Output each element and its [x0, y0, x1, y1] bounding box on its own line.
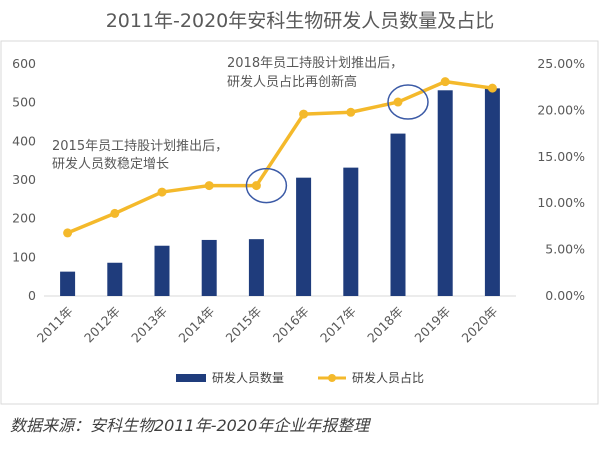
left-tick-label: 0 — [28, 288, 36, 303]
bar — [60, 271, 76, 296]
x-tick-label: 2016年 — [270, 304, 312, 346]
x-axis: 2011年 2012年 2013年 2014年 2015年 2016年 2017年 2018年… — [34, 304, 501, 346]
x-tick-label: 2012年 — [81, 304, 123, 346]
chart-frame — [0, 40, 599, 405]
bar-series — [60, 88, 500, 296]
line-point — [157, 187, 167, 197]
right-tick-label: 0.00% — [545, 288, 585, 303]
line-point — [299, 109, 309, 119]
annotation-2018-line1: 2018年员工持股计划推出后， — [227, 56, 403, 71]
annotation-2018: 2018年员工持股计划推出后， 研发人员占比再创新高 — [227, 56, 403, 90]
annotation-2018-line2: 研发人员占比再创新高 — [227, 74, 357, 90]
left-axis: 0 100 200 300 400 500 600 — [12, 56, 36, 303]
bar — [201, 239, 217, 296]
right-tick-label: 10.00% — [537, 195, 585, 210]
bar — [248, 239, 264, 296]
right-axis: 0.00% 5.00% 10.00% 15.00% 20.00% 25.00% — [537, 56, 585, 303]
line-point — [346, 107, 356, 117]
x-tick-label: 2013年 — [128, 304, 170, 346]
highlight-circle — [245, 167, 288, 204]
bar — [343, 167, 359, 296]
bar — [390, 133, 406, 296]
right-tick-label: 5.00% — [545, 242, 585, 257]
line-series — [63, 77, 497, 238]
bar — [296, 177, 312, 296]
line-point — [440, 77, 450, 87]
legend: 研发人员数量 研发人员占比 — [176, 370, 424, 385]
chart-title: 2011年-2020年安科生物研发人员数量及占比 — [106, 10, 495, 32]
bar — [107, 262, 123, 296]
line-point — [251, 181, 261, 191]
annotation-2015-line2: 研发人员数稳定增长 — [52, 156, 169, 172]
x-tick-label: 2017年 — [317, 304, 359, 346]
left-tick-label: 300 — [12, 172, 36, 187]
right-tick-label: 15.00% — [537, 149, 585, 164]
x-tick-label: 2014年 — [175, 304, 217, 346]
right-tick-label: 20.00% — [537, 102, 585, 117]
legend-label-bar: 研发人员数量 — [212, 370, 284, 385]
line-point — [204, 181, 214, 191]
left-tick-label: 400 — [12, 133, 36, 148]
highlight-circle — [387, 84, 429, 120]
x-tick-label: 2015年 — [223, 304, 265, 346]
legend-label-line: 研发人员占比 — [352, 370, 424, 385]
x-tick-label: 2011年 — [34, 304, 76, 346]
x-tick-label: 2019年 — [411, 304, 453, 346]
source-note: 数据来源：安科生物2011年-2020年企业年报整理 — [10, 416, 371, 435]
left-tick-label: 600 — [12, 56, 36, 71]
x-tick-label: 2020年 — [459, 304, 501, 346]
line-point — [393, 97, 403, 107]
left-tick-label: 200 — [12, 211, 36, 226]
bar — [484, 88, 500, 296]
line-point — [110, 208, 120, 218]
x-tick-label: 2018年 — [364, 304, 406, 346]
legend-swatch-bar — [176, 374, 206, 382]
highlight-circles — [245, 84, 429, 204]
annotation-2015: 2015年员工持股计划推出后， 研发人员数稳定增长 — [52, 139, 228, 172]
legend-swatch-marker — [328, 374, 336, 382]
bar — [154, 245, 170, 296]
line-point — [487, 83, 497, 93]
left-tick-label: 100 — [12, 249, 36, 264]
right-tick-label: 25.00% — [537, 56, 585, 71]
annotation-2015-line1: 2015年员工持股计划推出后， — [52, 139, 228, 154]
line-path — [66, 79, 493, 235]
line-point — [63, 228, 73, 238]
left-tick-label: 500 — [12, 95, 36, 110]
bar — [437, 90, 453, 296]
